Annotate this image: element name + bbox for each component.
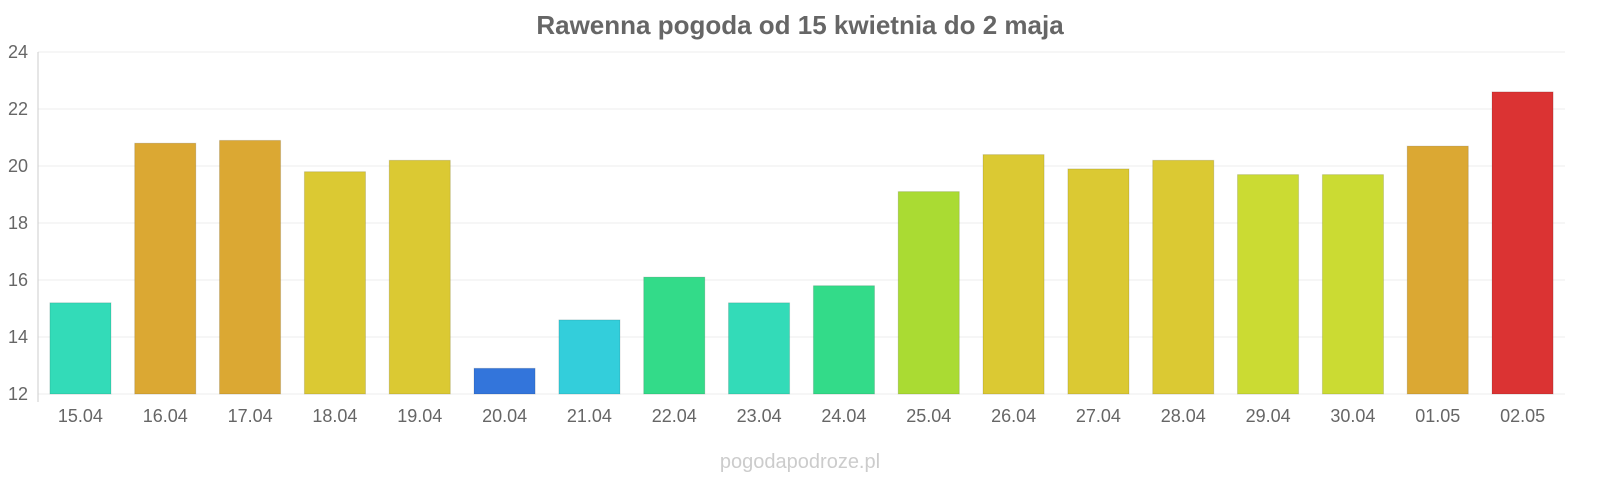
y-tick-label: 20 [8, 156, 28, 176]
x-tick-label: 21.04 [567, 406, 612, 426]
x-tick-label: 28.04 [1161, 406, 1206, 426]
x-tick-label: 18.04 [312, 406, 357, 426]
y-tick-label: 14 [8, 327, 28, 347]
y-tick-label: 22 [8, 99, 28, 119]
chart-title: Rawenna pogoda od 15 kwietnia do 2 maja [536, 10, 1064, 40]
x-tick-label: 22.04 [652, 406, 697, 426]
bar [303, 171, 366, 395]
x-tick-label: 23.04 [737, 406, 782, 426]
bar [1067, 168, 1130, 395]
bar [812, 285, 876, 395]
x-tick-label: 02.05 [1500, 406, 1545, 426]
bar [473, 367, 536, 395]
x-tick-label: 24.04 [821, 406, 866, 426]
y-tick-label: 18 [8, 213, 28, 233]
y-tick-labels: 12 14 16 18 20 22 24 [8, 42, 28, 404]
x-tick-label: 01.05 [1415, 406, 1460, 426]
x-tick-label: 27.04 [1076, 406, 1121, 426]
bar [134, 142, 197, 395]
bar [388, 159, 451, 395]
y-tick-label: 12 [8, 384, 28, 404]
bar [219, 139, 282, 395]
bar [643, 276, 706, 395]
gridlines [38, 51, 1565, 395]
x-tick-label: 15.04 [58, 406, 103, 426]
x-tick-label: 20.04 [482, 406, 527, 426]
bar [49, 302, 112, 395]
x-tick-label: 25.04 [906, 406, 951, 426]
bar [728, 302, 791, 395]
bar [558, 319, 621, 395]
y-tick-label: 16 [8, 270, 28, 290]
bars [49, 91, 1554, 395]
x-tick-label: 16.04 [143, 406, 188, 426]
bar [1237, 174, 1300, 395]
x-tick-label: 17.04 [228, 406, 273, 426]
bar [1406, 145, 1469, 395]
bar [1321, 174, 1385, 395]
x-tick-label: 30.04 [1330, 406, 1375, 426]
bar [982, 154, 1045, 395]
x-tick-label: 29.04 [1246, 406, 1291, 426]
x-tick-label: 19.04 [397, 406, 442, 426]
y-tick-label: 24 [8, 42, 28, 62]
bar [1491, 91, 1554, 395]
watermark: pogodapodroze.pl [719, 451, 881, 473]
bar [897, 191, 960, 395]
x-tick-labels: 15.04 16.04 17.04 18.04 19.04 20.04 21.04 22.04… [58, 406, 1545, 426]
x-tick-label: 26.04 [991, 406, 1036, 426]
bar [1152, 159, 1215, 395]
